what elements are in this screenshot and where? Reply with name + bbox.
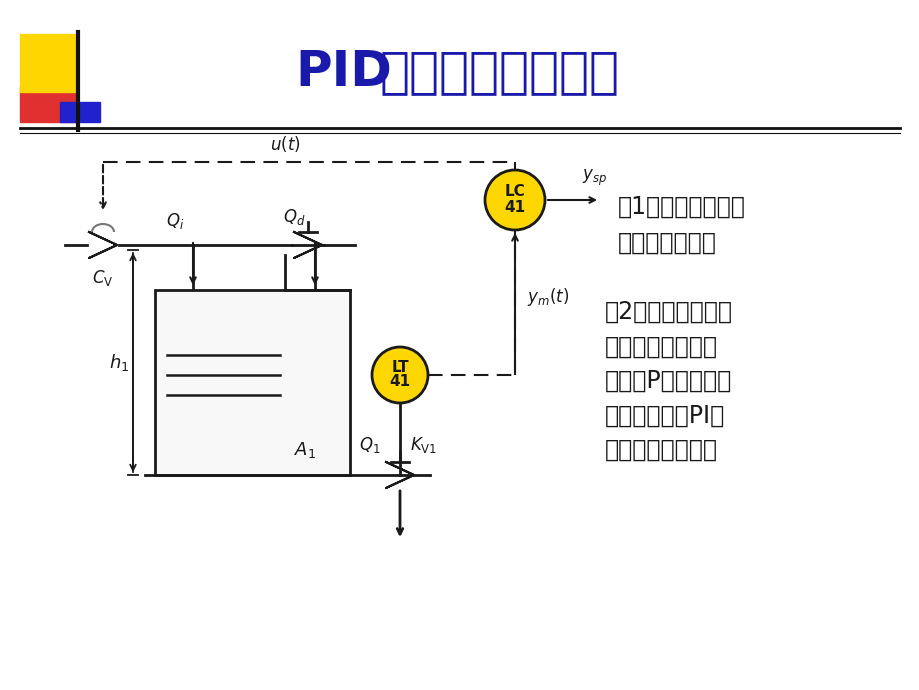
Circle shape <box>371 347 427 403</box>
Text: 41: 41 <box>504 201 525 215</box>
Text: $K_{\rm V1}$: $K_{\rm V1}$ <box>410 435 437 455</box>
Text: LC: LC <box>505 184 525 199</box>
Text: $y_{sp}$: $y_{sp}$ <box>582 168 607 188</box>
Polygon shape <box>386 462 414 488</box>
Text: （2）对于外部干扰
，该控制系统为什
么采用P控制器会产
生余差而采用PI控
制器能消除余差？: （2）对于外部干扰 ，该控制系统为什 么采用P控制器会产 生余差而采用PI控 制… <box>605 300 732 462</box>
Text: $Q_1$: $Q_1$ <box>359 435 380 455</box>
Polygon shape <box>89 232 117 258</box>
Text: $A_1$: $A_1$ <box>293 440 316 460</box>
Text: 控制回路稳态分析: 控制回路稳态分析 <box>380 48 619 96</box>
Text: PID: PID <box>295 48 391 96</box>
Bar <box>20 34 78 92</box>
Text: $Q_d$: $Q_d$ <box>282 207 305 227</box>
Bar <box>20 86 78 122</box>
Circle shape <box>484 170 544 230</box>
Text: $Q_i$: $Q_i$ <box>165 211 184 231</box>
Text: （1）该被控过程是
否为稳定对象？: （1）该被控过程是 否为稳定对象？ <box>618 195 745 255</box>
Text: $C_{\rm V}$: $C_{\rm V}$ <box>92 268 114 288</box>
Polygon shape <box>294 232 322 258</box>
Text: 41: 41 <box>389 375 410 389</box>
Bar <box>60 102 100 122</box>
Text: $u(t)$: $u(t)$ <box>269 134 300 154</box>
Text: $y_m(t)$: $y_m(t)$ <box>527 286 569 308</box>
Text: LT: LT <box>391 360 408 375</box>
Text: $h_1$: $h_1$ <box>108 352 129 373</box>
Bar <box>154 290 349 475</box>
